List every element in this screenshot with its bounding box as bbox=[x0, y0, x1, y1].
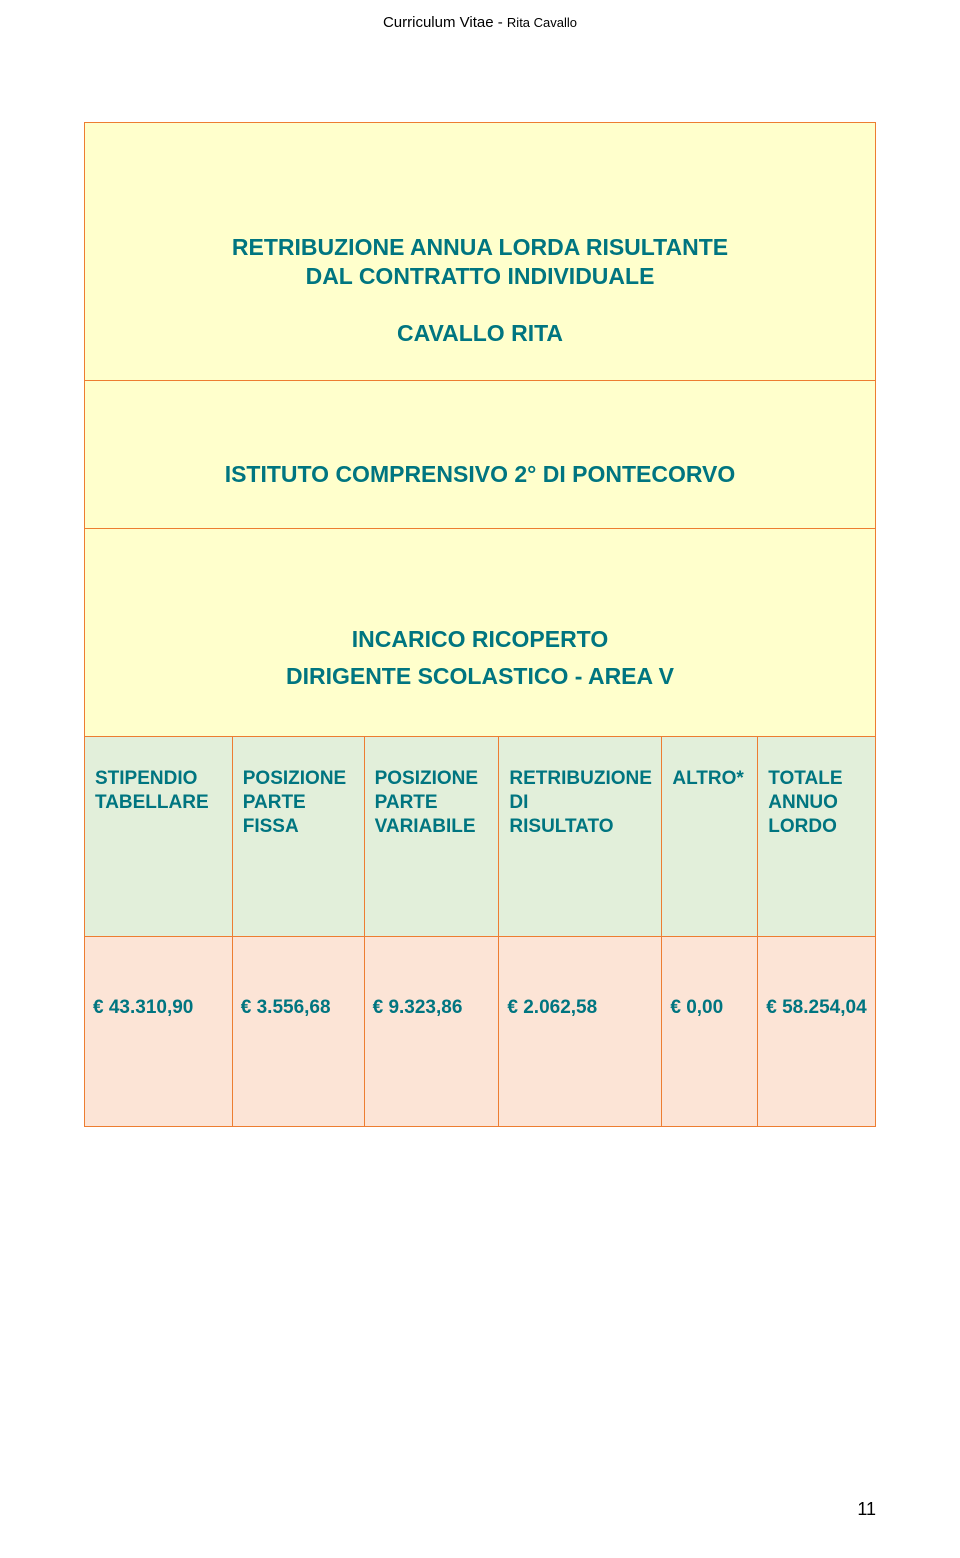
page-header: Curriculum Vitae - Rita Cavallo bbox=[0, 0, 960, 31]
header-cell-5: TOTALE ANNUO LORDO bbox=[758, 737, 876, 937]
header-cell-3: RETRIBUZIONE DI RISULTATO bbox=[499, 737, 662, 937]
incarico-value: DIRIGENTE SCOLASTICO - AREA V bbox=[85, 658, 875, 695]
value-cell-5: € 58.254,04 bbox=[758, 937, 876, 1127]
title-line2: DAL CONTRATTO INDIVIDUALE bbox=[85, 262, 875, 291]
header-text: STIPENDIO TABELLARE bbox=[95, 768, 209, 813]
header-cell-0: STIPENDIO TABELLARE bbox=[85, 737, 233, 937]
header-cell-4: ALTRO* bbox=[662, 737, 758, 937]
header-prefix: Curriculum Vitae bbox=[383, 14, 494, 31]
value-cell-2: € 9.323,86 bbox=[364, 937, 499, 1127]
incarico-row: INCARICO RICOPERTO DIRIGENTE SCOLASTICO … bbox=[85, 529, 876, 737]
header-cell-2: POSIZIONE PARTE VARIABILE bbox=[364, 737, 499, 937]
header-text: TOTALE ANNUO LORDO bbox=[768, 768, 842, 837]
values-row: € 43.310,90 € 3.556,68 € 9.323,86 € 2.06… bbox=[85, 937, 876, 1127]
compensation-table: RETRIBUZIONE ANNUA LORDA RISULTANTE DAL … bbox=[84, 122, 876, 1127]
incarico-cell: INCARICO RICOPERTO DIRIGENTE SCOLASTICO … bbox=[85, 529, 876, 737]
header-separator: - bbox=[494, 14, 507, 31]
value-text: € 43.310,90 bbox=[93, 997, 193, 1018]
value-cell-0: € 43.310,90 bbox=[85, 937, 233, 1127]
page-number: 11 bbox=[857, 1499, 876, 1520]
header-text: POSIZIONE PARTE VARIABILE bbox=[375, 768, 478, 837]
value-cell-4: € 0,00 bbox=[662, 937, 758, 1127]
value-text: € 2.062,58 bbox=[507, 997, 597, 1018]
title-line3: CAVALLO RITA bbox=[85, 319, 875, 348]
value-text: € 3.556,68 bbox=[241, 997, 331, 1018]
value-text: € 9.323,86 bbox=[373, 997, 463, 1018]
subtitle-text: ISTITUTO COMPRENSIVO 2° DI PONTECORVO bbox=[85, 461, 875, 488]
title-row: RETRIBUZIONE ANNUA LORDA RISULTANTE DAL … bbox=[85, 123, 876, 381]
subtitle-cell: ISTITUTO COMPRENSIVO 2° DI PONTECORVO bbox=[85, 381, 876, 529]
value-cell-3: € 2.062,58 bbox=[499, 937, 662, 1127]
title-cell: RETRIBUZIONE ANNUA LORDA RISULTANTE DAL … bbox=[85, 123, 876, 381]
title-line1: RETRIBUZIONE ANNUA LORDA RISULTANTE bbox=[85, 233, 875, 262]
subtitle-row: ISTITUTO COMPRENSIVO 2° DI PONTECORVO bbox=[85, 381, 876, 529]
value-cell-1: € 3.556,68 bbox=[232, 937, 364, 1127]
title-spacer bbox=[85, 291, 875, 319]
value-text: € 58.254,04 bbox=[766, 997, 866, 1018]
header-text: ALTRO* bbox=[672, 768, 743, 789]
header-name: Rita Cavallo bbox=[507, 15, 577, 30]
value-text: € 0,00 bbox=[670, 997, 723, 1018]
header-cell-1: POSIZIONE PARTE FISSA bbox=[232, 737, 364, 937]
header-text: POSIZIONE PARTE FISSA bbox=[243, 768, 346, 837]
incarico-label: INCARICO RICOPERTO bbox=[85, 621, 875, 658]
header-text: RETRIBUZIONE DI RISULTATO bbox=[509, 768, 652, 837]
headers-row: STIPENDIO TABELLARE POSIZIONE PARTE FISS… bbox=[85, 737, 876, 937]
